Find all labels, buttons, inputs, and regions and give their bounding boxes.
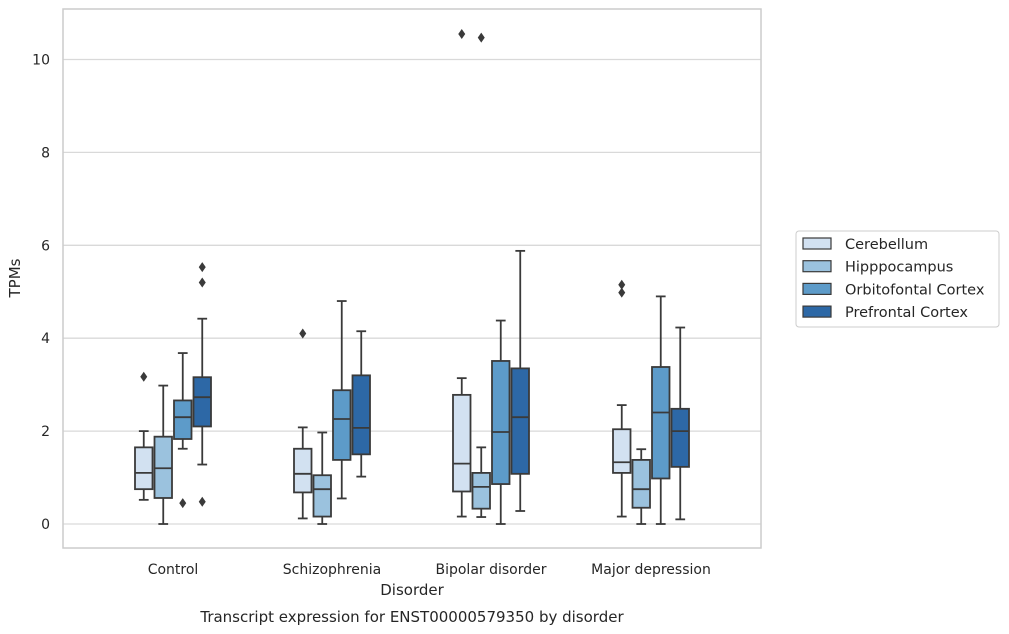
iqr-box [134, 446, 154, 491]
x-tick-label: Control [148, 562, 199, 578]
box-plot-mark [491, 319, 511, 525]
box-plot-mark [134, 371, 154, 501]
iqr-box [332, 389, 352, 461]
y-tick-label: 8 [41, 145, 50, 161]
x-tick-label: Bipolar disorder [435, 562, 546, 578]
box-plot-mark [651, 295, 671, 525]
y-tick-labels: 0 2 4 6 8 10 [32, 53, 50, 534]
x-tick-labels: Control Schizophrenia Bipolar disorder Majo… [148, 562, 711, 578]
outlier-marker [198, 262, 206, 273]
outlier-marker [198, 277, 206, 288]
series-orbitofontal-cortex [173, 295, 671, 525]
iqr-box [471, 472, 491, 510]
box-plot-mark [670, 326, 690, 521]
y-tick-label: 0 [41, 517, 50, 533]
x-tick-label: Major depression [591, 562, 711, 578]
iqr-box [491, 360, 511, 485]
outlier-marker [179, 498, 187, 509]
y-tick-label: 4 [41, 331, 50, 347]
iqr-box [153, 435, 173, 499]
box-series [134, 28, 690, 525]
y-tick-label: 10 [32, 53, 50, 69]
x-axis-label: Disorder [380, 581, 444, 599]
outlier-marker [198, 496, 206, 507]
y-axis-label: TPMs [6, 258, 24, 298]
box-plot-mark [293, 328, 313, 520]
iqr-box [631, 458, 651, 509]
box-plot-mark [510, 249, 530, 512]
box-plot-mark [471, 32, 491, 518]
legend: Cerebellum Hipppocampus Orbitofontal Corte… [795, 230, 1000, 328]
y-tick-label: 2 [41, 424, 50, 440]
plot-background [63, 9, 761, 548]
iqr-box [612, 428, 632, 474]
legend-swatch [802, 282, 832, 295]
outlier-marker [299, 328, 307, 339]
box-plot-mark [351, 330, 371, 478]
iqr-box [173, 399, 193, 440]
legend-label: Prefrontal Cortex [845, 305, 968, 321]
legend-swatch [802, 260, 832, 273]
iqr-box [351, 374, 371, 456]
outlier-marker [140, 371, 148, 382]
series-cerebellum [134, 28, 632, 520]
iqr-box [452, 393, 472, 493]
outlier-marker [618, 279, 626, 290]
outlier-marker [618, 287, 626, 298]
box-plot-mark [332, 300, 352, 500]
legend-swatch [802, 237, 832, 250]
outlier-marker [458, 28, 466, 39]
box-plot-mark [153, 384, 173, 525]
box-plot-mark [192, 262, 212, 507]
legend-swatch [802, 305, 832, 318]
box-plot-mark [612, 279, 632, 518]
iqr-box [293, 447, 313, 494]
box-plot-mark [452, 28, 472, 518]
series-hipppocampus [153, 32, 651, 525]
box-plot-mark [173, 352, 193, 509]
series-prefrontal-cortex [192, 249, 690, 521]
legend-label: Cerebellum [845, 237, 928, 253]
y-tick-label: 6 [41, 238, 50, 254]
iqr-box [670, 407, 690, 468]
plot-frame [62, 8, 762, 549]
legend-label: Hipppocampus [845, 260, 953, 276]
x-tick-label: Schizophrenia [283, 562, 381, 578]
iqr-box [651, 366, 671, 480]
figure-caption: Transcript expression for ENST0000057935… [199, 608, 624, 626]
legend-label: Orbitofontal Cortex [845, 282, 985, 298]
iqr-box [510, 367, 530, 475]
iqr-box [192, 376, 212, 428]
outlier-marker [477, 32, 485, 43]
iqr-box [312, 474, 332, 518]
box-plot-mark [631, 448, 651, 525]
legend-frame [795, 230, 1000, 328]
box-plot-mark [312, 431, 332, 525]
